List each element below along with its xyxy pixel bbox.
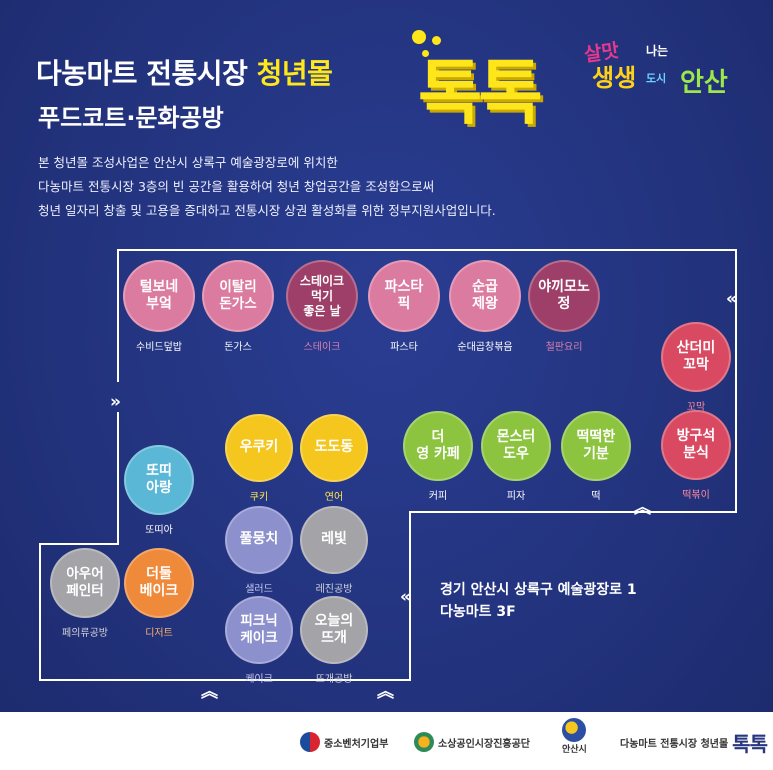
- chevron-up-icon: ︽: [634, 498, 651, 518]
- shop-circle: 오늘의 뜨개: [300, 596, 368, 664]
- description-line: 청년 일자리 창출 및 고용을 증대하고 전통시장 상권 활성화를 위한 정부지…: [38, 203, 496, 218]
- walking-path: [39, 249, 737, 681]
- shop-category: 샐러드: [245, 584, 273, 595]
- semas-logo: 소상공인시장진흥공단: [414, 732, 530, 752]
- sponsor-footer: 중소벤처기업부 소상공인시장진흥공단 안산시 다농마트 전통시장 청년몰 톡톡: [0, 712, 773, 770]
- shop-circle: 더둘 베이크: [124, 548, 194, 618]
- shop-circle: 레빛: [300, 506, 368, 574]
- brand-logo: 톡톡: [418, 52, 543, 134]
- shop-category: 순대곱창볶음: [457, 342, 513, 353]
- shop-circle: 털보네 부엌: [123, 260, 195, 332]
- address: 경기 안산시 상록구 예술광장로 1 다농마트 3F: [440, 579, 637, 624]
- shop-category: 연어: [324, 492, 344, 503]
- shop-circle: 더 영 카페: [403, 411, 473, 481]
- city-logo-text: 안산: [680, 68, 728, 98]
- brand-dot-large: [412, 30, 426, 44]
- shop-category: 뜨개공방: [315, 674, 353, 685]
- shop-category: 떡볶이: [682, 490, 710, 501]
- shop-category: 또띠아: [145, 525, 173, 536]
- description-line: 본 청년몰 조성사업은 안산시 상록구 예술광장로에 위치한: [38, 155, 338, 170]
- shop-category: 케이크: [245, 674, 273, 685]
- chevron-left-icon: «: [400, 587, 411, 607]
- shop-circle: 떡떡한 기분: [561, 411, 631, 481]
- city-logo-text: 나는: [646, 44, 669, 58]
- title-highlight: 청년몰: [256, 57, 333, 90]
- shop-circle: 순곱 제왕: [449, 260, 521, 332]
- description-line: 다농마트 전통시장 3층의 빈 공간을 활용하여 청년 창업공간을 조성함으로써: [38, 179, 435, 194]
- shop-category: 돈가스: [224, 342, 252, 353]
- shop-circle: 이탈리 돈가스: [202, 260, 274, 332]
- brand-dot-tiny: [422, 50, 429, 57]
- shop-circle: 파스타 픽: [368, 260, 440, 332]
- shop-category: 철판요리: [545, 342, 583, 353]
- subtitle: 푸드코트·문화공방: [38, 104, 224, 132]
- chevron-up-icon: ︽: [377, 682, 394, 702]
- chevron-left-icon: «: [726, 289, 737, 309]
- shop-category: 디저트: [145, 628, 173, 639]
- ansan-logo: 안산시: [562, 718, 587, 755]
- shop-category: 꼬막: [686, 402, 706, 413]
- address-line: 경기 안산시 상록구 예술광장로 1: [440, 582, 637, 598]
- chevron-up-icon: ︽: [201, 682, 218, 702]
- shop-circle: 도도동: [300, 414, 368, 482]
- shop-category: 레진공방: [315, 584, 353, 595]
- chevron-right-icon: »: [110, 392, 121, 412]
- shop-category: 수비드덮밥: [136, 342, 182, 353]
- shop-circle: 아우어 페인터: [50, 548, 120, 618]
- shop-category: 떡: [591, 491, 601, 502]
- ministry-logo: 중소벤처기업부: [300, 732, 388, 752]
- shop-circle: 풀뭉치: [225, 506, 293, 574]
- taegeuk-icon: [300, 732, 320, 752]
- title-main: 다농마트 전통시장: [36, 57, 248, 90]
- shop-category: 피자: [506, 491, 526, 502]
- city-logo-text: 도시: [646, 72, 667, 85]
- semas-icon: [414, 732, 434, 752]
- danong-logo: 다농마트 전통시장 청년몰 톡톡: [620, 728, 768, 757]
- shop-category: 쿠키: [249, 492, 269, 503]
- ansan-icon: [562, 718, 587, 742]
- shop-circle: 방구석 분식: [661, 410, 731, 480]
- shop-category: 파스타: [390, 342, 418, 353]
- shop-category: 페의류공방: [62, 628, 108, 639]
- ministry-name: 중소벤처기업부: [324, 738, 389, 750]
- shop-circle: 몬스터 도우: [481, 411, 551, 481]
- brand-dot-small: [432, 36, 441, 45]
- shop-circle: 산더미 꼬막: [661, 322, 731, 392]
- page-title: 다농마트 전통시장 청년몰: [36, 52, 333, 92]
- shop-circle: 또띠 아랑: [124, 445, 194, 515]
- ansan-city-logo: 살맛 나는 생생 도시 안산: [574, 36, 754, 98]
- shop-circle: 야끼모노 정: [528, 260, 600, 332]
- shop-category: 커피: [428, 491, 448, 502]
- shop-category: 스테이크: [303, 342, 341, 353]
- semas-name: 소상공인시장진흥공단: [438, 738, 530, 750]
- ansan-name: 안산시: [562, 745, 587, 755]
- shop-circle: 피크닉 케이크: [225, 596, 293, 664]
- danong-name: 다농마트 전통시장 청년몰: [620, 739, 729, 750]
- address-line: 다농마트 3F: [440, 604, 516, 621]
- brand-logo-small: 톡톡: [732, 732, 768, 756]
- city-logo-text: 생생: [592, 64, 637, 92]
- shop-circle: 우쿠키: [225, 414, 293, 482]
- shop-circle: 스테이크 먹기 좋은 날: [286, 260, 358, 332]
